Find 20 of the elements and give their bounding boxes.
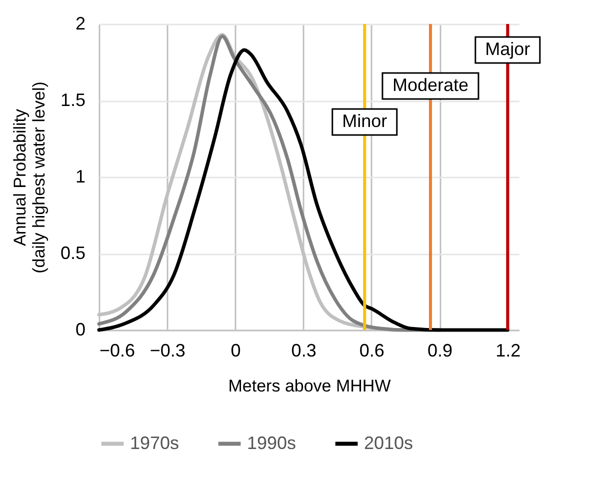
y-tick-label: 1.5 — [60, 90, 86, 110]
legend-label: 2010s — [364, 432, 414, 453]
x-tick-label: 1.2 — [496, 340, 521, 360]
x-tick-label: 0.9 — [428, 340, 453, 360]
ref-line-label: Moderate — [392, 75, 468, 95]
legend-label: 1970s — [130, 432, 180, 453]
x-tick-label: 0 — [230, 340, 241, 360]
ref-line-label: Minor — [342, 111, 388, 131]
y-tick-label: 0 — [75, 320, 86, 340]
x-axis-title: Meters above MHHW — [228, 376, 391, 396]
x-tick-label: −0.6 — [100, 340, 136, 360]
y-tick-label: 1 — [75, 166, 86, 186]
legend-label: 1990s — [247, 432, 296, 453]
x-tick-label: 0.6 — [359, 340, 384, 360]
ref-line-label: Major — [485, 39, 530, 59]
x-tick-label: −0.3 — [150, 340, 186, 360]
y-axis-title: Annual Probability (daily highest water level) — [10, 82, 48, 274]
y-tick-label: 2 — [75, 14, 86, 34]
x-tick-label: 0.3 — [291, 340, 316, 360]
y-tick-label: 0.5 — [60, 243, 86, 263]
